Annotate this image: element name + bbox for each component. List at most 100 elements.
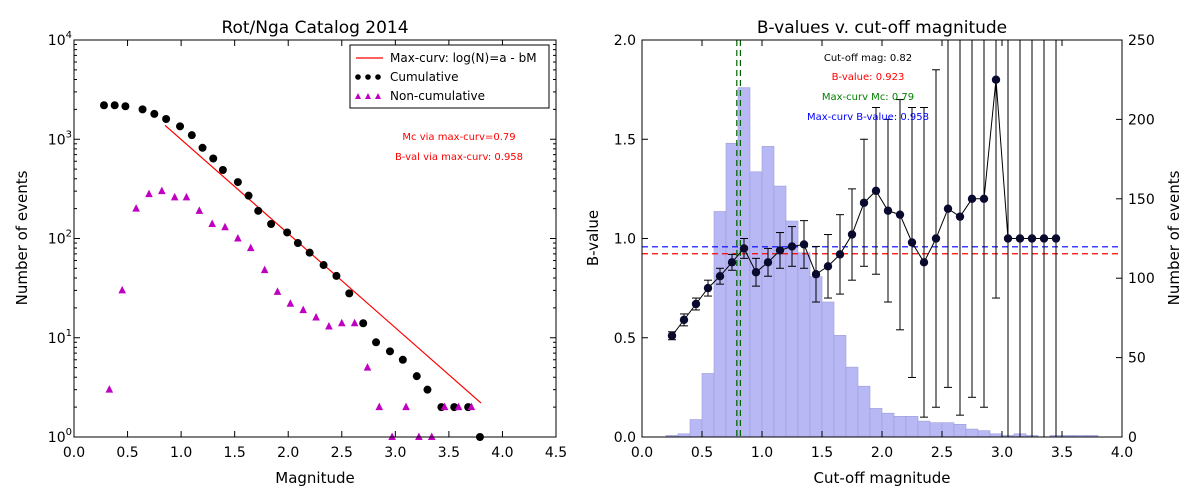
noncumulative-point [350,318,359,327]
y-tick-label: 102 [48,229,72,248]
cumulative-point [99,101,108,110]
cumulative-point [176,122,185,131]
y-tick-label: 2.0 [614,33,636,49]
x-tick-label: 3.0 [991,445,1013,461]
right-y2-axis-label: Number of events [1165,170,1183,305]
y2-tick-label: 50 [1128,351,1146,367]
histogram-bar [857,385,871,438]
y2-tick-label: 150 [1128,192,1155,208]
bvalue-point [895,210,905,219]
histogram-bar [761,146,775,438]
right-y-axis-label: B-value [584,210,602,266]
cumulative-point [345,289,354,298]
right-x-axis-label: Cut-off magnitude [814,469,951,487]
bvalue-point [1003,234,1013,243]
left-y-axis-label: Number of events [13,170,31,305]
histogram-bar [689,419,703,438]
x-tick-label: 0.0 [63,445,85,461]
noncumulative-point [132,204,140,212]
y2-tick-label: 0 [1128,430,1137,446]
noncumulative-point [273,287,282,295]
legend-noncumulative-label: Non-cumulative [390,89,485,103]
histogram-bar [797,252,811,438]
noncumulative-point [402,402,410,411]
cumulative-point [121,102,130,111]
legend-noncumulative-swatch [355,93,381,99]
bvalue-point [751,268,761,277]
noncumulative-point [158,186,166,195]
noncumulative-point [221,222,229,231]
right-chart: B-values v. cut-off magnitude 0.0 0.5 1.0 1… [584,18,1183,487]
bvalue-point [1015,234,1025,243]
noncumulative-point [415,432,423,440]
noncumulative-point [170,192,179,201]
right-annotation-maxcurv-mc: Max-curv Mc: 0.79 [822,92,914,103]
noncumulative-point [337,318,346,327]
cumulative-point [187,131,196,140]
cumulative-point [305,248,314,257]
cumulative-point [244,191,253,200]
noncumulative-point [260,265,269,274]
x-tick-label: 4.5 [545,445,567,461]
y-tick-label: 100 [48,427,72,446]
noncumulative-point [312,312,320,321]
legend-cumulative-label: Cumulative [390,70,459,84]
x-tick-label: 1.5 [811,445,833,461]
noncumulative-point [118,285,126,294]
cumulative-point [412,372,421,381]
y-tick-label: 1.5 [614,132,636,148]
x-tick-label: 4.0 [1111,445,1133,461]
noncumulative-point [182,192,191,201]
x-tick-label: 2.5 [931,445,953,461]
histogram-bar [713,211,727,438]
noncumulative-point [145,189,153,198]
bvalue-point [739,244,749,253]
bvalue-point [883,206,893,215]
histogram-bar [929,422,943,438]
right-annotation-cutoff: Cut-off mag: 0.82 [824,53,912,64]
noncumulative-point [427,432,436,440]
legend-cumulative-swatch [355,74,381,80]
noncumulative-point [208,219,216,227]
x-tick-label: 2.0 [277,445,299,461]
bvalue-point [691,299,701,309]
y-tick-label: 104 [48,30,72,49]
x-tick-label: 3.0 [384,445,406,461]
right-annotation-bvalue: B-value: 0.923 [832,72,905,83]
cumulative-point [372,338,381,347]
cumulative-point [162,114,171,123]
noncumulative-point [375,402,384,411]
noncumulative-point [388,432,396,440]
histogram-bar [869,408,883,438]
cumulative-point [218,165,227,174]
histogram-bar [821,301,835,438]
x-tick-label: 1.0 [170,445,192,461]
histogram-bar [905,416,919,438]
y-tick-label: 0.5 [614,331,636,347]
x-tick-label: 0.5 [116,445,138,461]
y-tick-label: 101 [48,328,72,347]
x-tick-label: 4.0 [491,445,513,461]
cumulative-point [319,261,328,270]
histogram-bar [773,185,787,438]
histogram-bar [737,87,751,438]
bvalue-point [1027,234,1037,243]
noncumulative-point [325,321,333,330]
cumulative-point [150,109,159,118]
noncumulative-point [440,402,449,411]
bvalue-point [823,262,833,271]
cumulative-point [423,385,432,394]
bvalue-point [1039,234,1049,243]
x-tick-label: 1.0 [751,445,773,461]
histogram-bar [833,335,847,438]
cumulative-point [332,271,341,280]
right-chart-title: B-values v. cut-off magnitude [757,18,1007,38]
noncumulative-point [195,206,204,214]
cumulative-point [198,143,207,152]
histogram-bar [917,420,931,438]
left-chart: Rot/Nga Catalog 2014 0.0 0.5 1.0 1.5 2.0 2.5 3… [13,18,567,487]
bvalue-point [811,270,821,279]
x-tick-label: 0.5 [691,445,713,461]
x-tick-label: 0.0 [631,445,653,461]
x-tick-label: 3.5 [438,445,460,461]
